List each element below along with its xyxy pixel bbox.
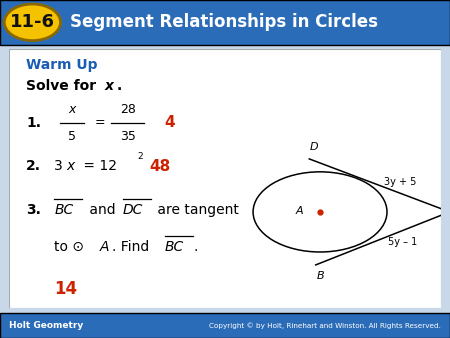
Text: Solve for: Solve for: [26, 79, 101, 93]
Text: 4: 4: [165, 115, 175, 130]
Text: x: x: [68, 103, 75, 116]
Text: 5: 5: [68, 130, 76, 143]
Text: DC: DC: [122, 203, 143, 217]
Text: Warm Up: Warm Up: [26, 58, 98, 72]
Text: 11-6: 11-6: [10, 13, 55, 31]
Text: Copyright © by Holt, Rinehart and Winston. All Rights Reserved.: Copyright © by Holt, Rinehart and Winsto…: [209, 322, 441, 329]
Text: and: and: [85, 203, 120, 217]
Text: 5y – 1: 5y – 1: [388, 237, 418, 247]
Text: 2: 2: [138, 152, 144, 162]
Text: 35: 35: [120, 130, 136, 143]
Text: BC: BC: [165, 240, 184, 255]
Text: 1.: 1.: [26, 116, 41, 130]
Text: 3y + 5: 3y + 5: [384, 177, 417, 187]
Text: to ⊙: to ⊙: [54, 240, 84, 255]
Text: x: x: [66, 159, 74, 173]
Text: 3: 3: [54, 159, 63, 173]
Text: A: A: [295, 206, 303, 216]
FancyBboxPatch shape: [0, 0, 450, 45]
Text: 48: 48: [149, 159, 171, 174]
Text: 2.: 2.: [26, 159, 41, 173]
FancyBboxPatch shape: [9, 49, 441, 308]
Text: 3.: 3.: [26, 203, 41, 217]
Ellipse shape: [4, 4, 60, 41]
Text: x: x: [105, 79, 114, 93]
Text: BC: BC: [54, 203, 74, 217]
FancyBboxPatch shape: [0, 313, 450, 338]
Text: 14: 14: [54, 281, 77, 298]
Text: B: B: [316, 271, 324, 281]
Text: =: =: [94, 116, 105, 129]
Text: Holt Geometry: Holt Geometry: [9, 321, 83, 330]
Text: .: .: [194, 240, 198, 255]
Text: A: A: [100, 240, 109, 255]
Text: = 12: = 12: [79, 159, 117, 173]
Text: .: .: [116, 79, 122, 93]
Text: 28: 28: [120, 103, 136, 116]
Text: . Find: . Find: [112, 240, 153, 255]
Text: are tangent: are tangent: [153, 203, 239, 217]
Text: D: D: [309, 142, 318, 152]
Text: Segment Relationships in Circles: Segment Relationships in Circles: [70, 13, 378, 31]
